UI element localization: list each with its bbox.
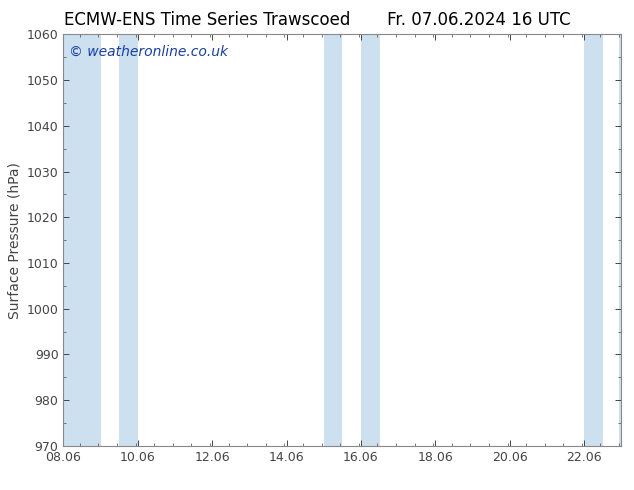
Bar [119, 34, 138, 446]
Bar [324, 34, 342, 446]
Text: ECMW-ENS Time Series Trawscoed       Fr. 07.06.2024 16 UTC: ECMW-ENS Time Series Trawscoed Fr. 07.06… [63, 11, 571, 29]
Bar [584, 34, 603, 446]
Y-axis label: Surface Pressure (hPa): Surface Pressure (hPa) [7, 162, 21, 318]
Bar [361, 34, 380, 446]
Text: © weatheronline.co.uk: © weatheronline.co.uk [69, 45, 228, 59]
Bar [619, 34, 621, 446]
Bar [63, 34, 101, 446]
